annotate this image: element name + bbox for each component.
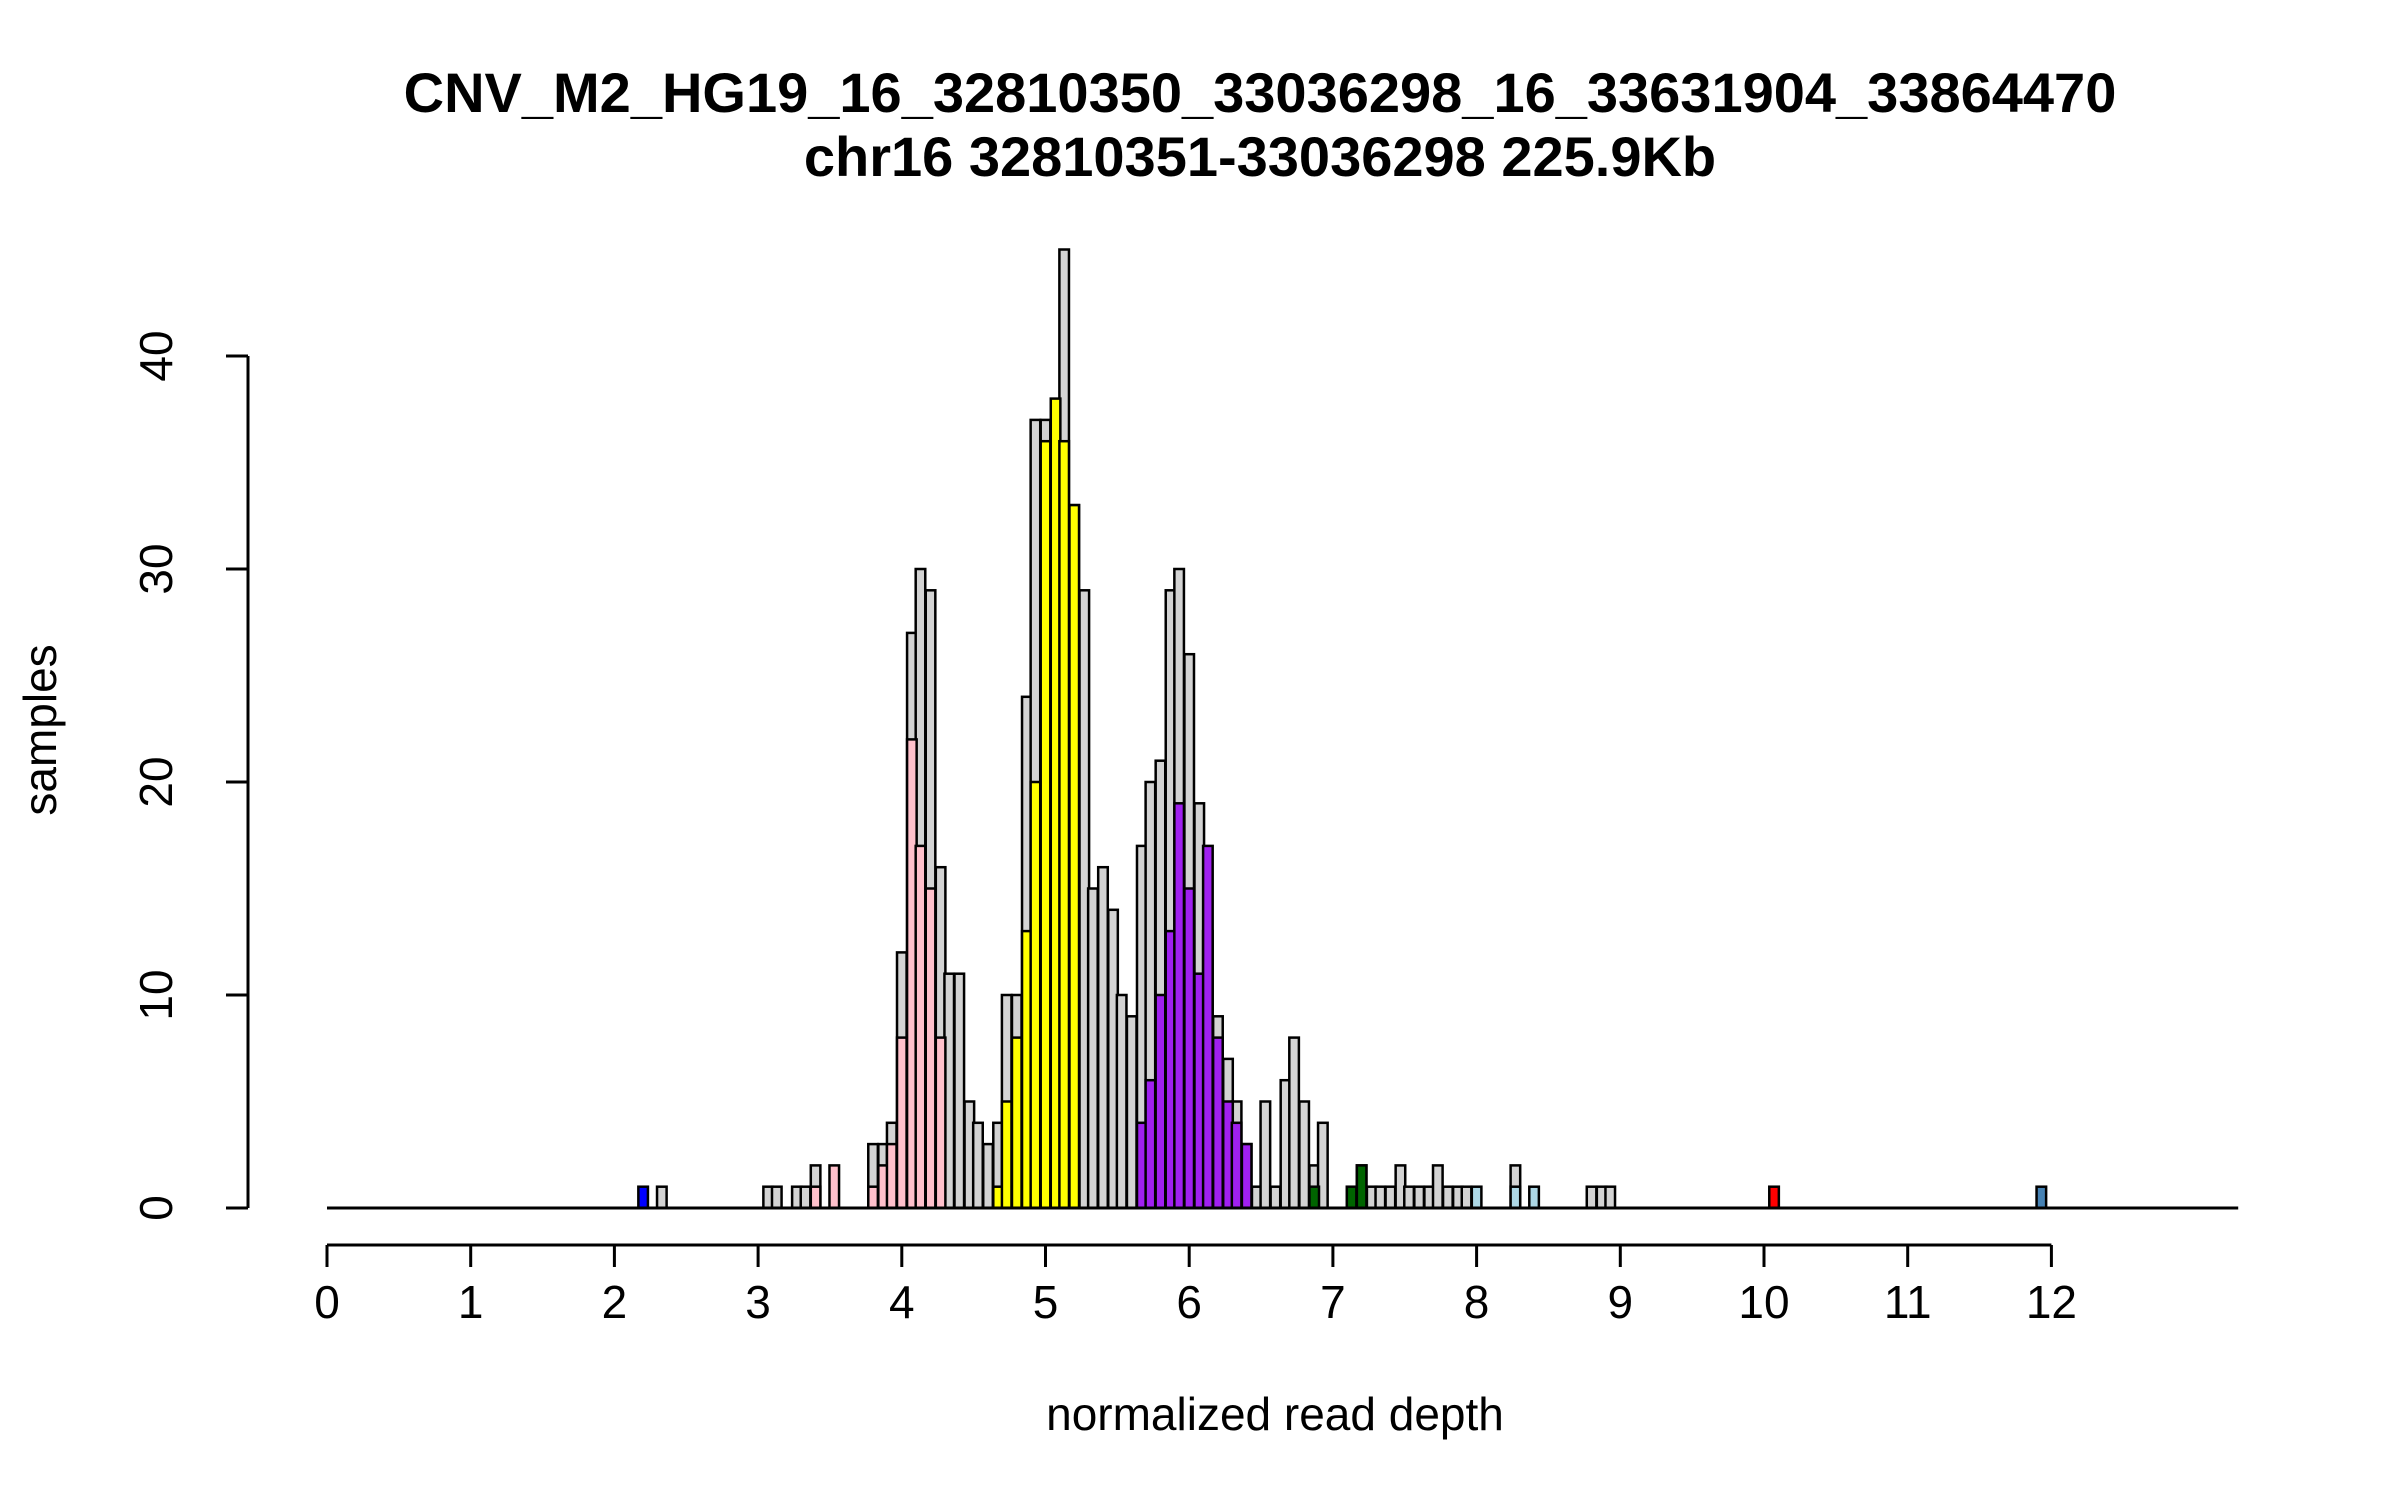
histogram-bar [1585,1185,1598,1210]
histogram-bar [1384,1185,1397,1210]
histogram-bar [1144,1078,1157,1210]
histogram-bar [867,1185,880,1210]
histogram-bar [2035,1185,2048,1210]
histogram-bars [327,248,2239,1210]
histogram-bar [1068,503,1081,1210]
histogram-bar [1374,1185,1387,1210]
histogram-bar [1509,1185,1522,1210]
histogram-bar [1403,1185,1416,1210]
histogram-bar [1010,1036,1023,1210]
y-tick-label: 0 [130,1195,182,1221]
histogram-bar [1269,1185,1282,1210]
x-tick-label: 10 [1738,1276,1789,1328]
histogram-bar [895,1036,908,1210]
x-tick-label: 1 [458,1276,484,1328]
x-tick-label: 6 [1176,1276,1202,1328]
histogram-bar [637,1185,650,1210]
x-axis-label: normalized read depth [1046,1388,1504,1440]
x-axis: 0 1 2 3 4 5 6 7 8 9 10 11 12 [314,1243,2077,1328]
histogram-bar [1086,887,1099,1210]
histogram-bar [924,887,937,1210]
histogram-bar [1173,802,1186,1210]
histogram-bar [934,1036,947,1210]
x-tick-label: 0 [314,1276,340,1328]
histogram-bar [1431,1164,1444,1210]
histogram-bar [1029,780,1042,1210]
y-axis: 0 10 20 30 40 [130,330,250,1221]
histogram-bar [1441,1185,1454,1210]
x-tick-label: 9 [1608,1276,1634,1328]
chart-title: CNV_M2_HG19_16_32810350_33036298_16_3363… [404,61,2117,124]
histogram-bar [1039,439,1052,1210]
histogram-bar [1298,1100,1311,1210]
histogram-bar [655,1185,668,1210]
chart-subtitle: chr16 32810351-33036298 225.9Kb [804,125,1716,188]
histogram-bar [1470,1185,1483,1210]
histogram-bar [1154,993,1167,1210]
histogram-bar [1768,1185,1781,1210]
x-tick-label: 11 [1884,1276,1932,1328]
y-axis-ticks: 0 10 20 30 40 [130,330,248,1221]
histogram-bar [1308,1185,1321,1210]
histogram-bar [1115,993,1128,1210]
histogram-bar [1288,1036,1301,1210]
histogram-bar [799,1185,812,1210]
histogram-bar [1413,1185,1426,1210]
histogram-bar [1230,1121,1243,1210]
histogram-bar [1355,1164,1368,1210]
y-tick-label: 10 [130,969,182,1020]
x-axis-ticks: 0 1 2 3 4 5 6 7 8 9 10 11 12 [314,1245,2077,1328]
y-tick-label: 20 [130,756,182,807]
histogram-bar [1211,1036,1224,1210]
histogram-bar [1345,1185,1358,1210]
histogram-bar [828,1164,841,1210]
x-tick-label: 3 [745,1276,771,1328]
x-tick-label: 8 [1464,1276,1490,1328]
x-tick-label: 2 [602,1276,628,1328]
y-tick-label: 40 [130,330,182,381]
histogram-bar [1125,1015,1138,1210]
histogram-bar [1000,1100,1013,1210]
histogram-bar [953,972,966,1210]
histogram-bar [1058,439,1071,1210]
x-tick-label: 12 [2026,1276,2077,1328]
histogram-bar [1240,1142,1253,1210]
histogram-bar [1096,865,1110,1210]
histogram-bar [809,1185,822,1210]
x-tick-label: 7 [1320,1276,1346,1328]
histogram-bar [770,1185,783,1210]
histogram-bar [914,844,927,1210]
x-tick-label: 4 [889,1276,915,1328]
histogram-bar [981,1142,995,1210]
histogram-bar [1460,1185,1473,1210]
histogram-bar [885,1142,898,1210]
histogram-bar [1528,1185,1541,1210]
histogram-bar [1183,887,1196,1210]
x-tick-label: 5 [1033,1276,1059,1328]
histogram-bar [971,1121,984,1210]
histogram-bar [1604,1185,1617,1210]
y-axis-label: samples [14,644,66,815]
histogram-bar [1259,1100,1272,1210]
y-tick-label: 30 [130,543,182,594]
histogram-bar [1201,844,1214,1210]
